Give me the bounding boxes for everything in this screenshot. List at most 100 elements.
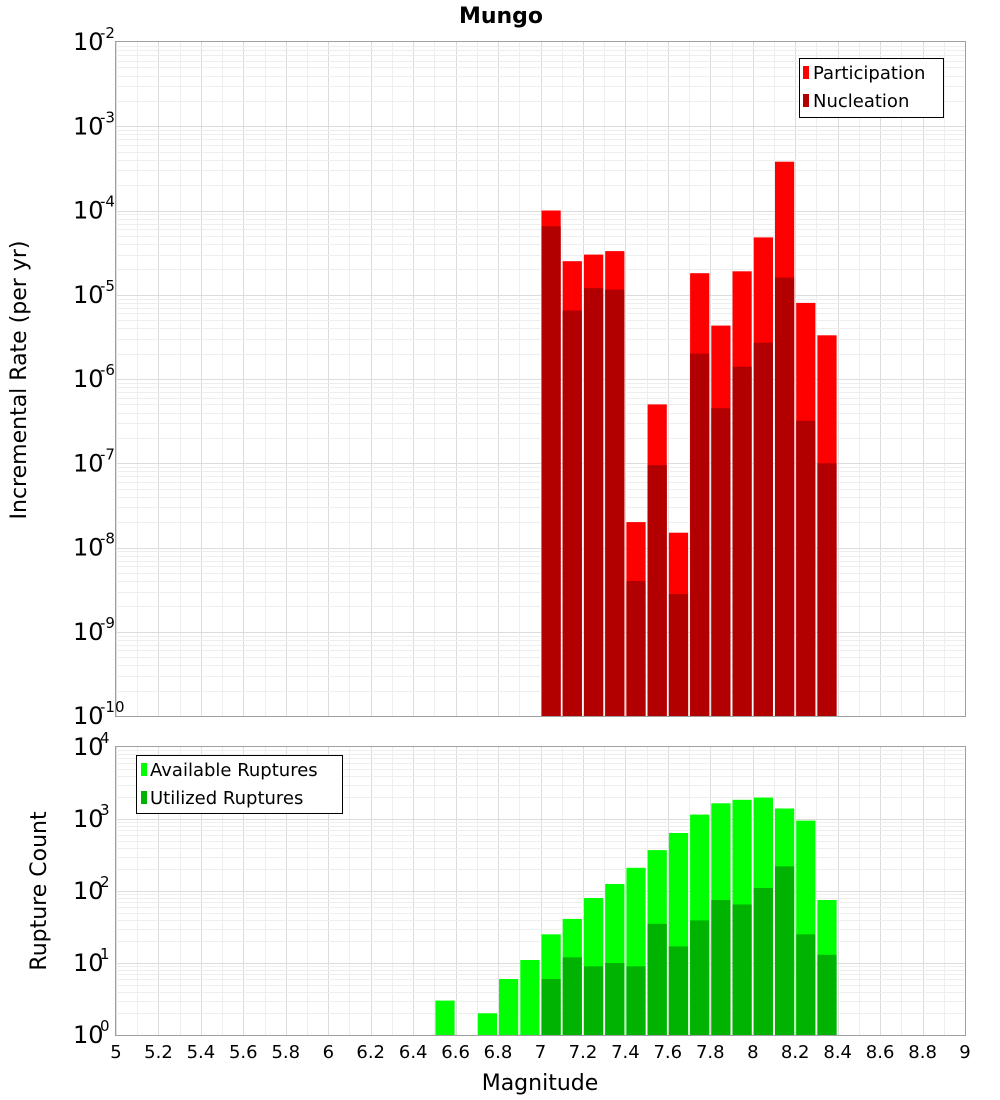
top-y-tick-exponent: -6 [100,361,115,379]
top-bar-nucleation [668,594,689,716]
x-tick-labels: 5 5.2 5.4 5.6 5.8 6 6.2 6.4 6.6 6.8 7 7.2 7.4 7.6 7.8 8… [110,1042,970,1063]
top-y-tick-label: 10 [73,197,104,225]
x-tick-label: 5.4 [187,1042,216,1063]
top-y-tick-label: 10 [73,534,104,562]
bottom-bar-available-ruptures [499,979,519,1035]
x-tick-label: 9 [959,1042,970,1063]
bottom-bar-available-ruptures [477,1013,497,1035]
bottom-bar-utilized-ruptures [690,920,710,1035]
x-tick-label: 7.2 [569,1042,598,1063]
top-bar-nucleation [690,353,710,716]
bottom-legend: Available Ruptures Utilized Ruptures [136,755,343,814]
legend-swatch-nucleation [803,94,809,107]
x-tick-label: 6.2 [356,1042,385,1063]
bottom-bar-utilized-ruptures [584,966,604,1035]
bottom-y-tick-exponent: 0 [100,1017,110,1035]
legend-swatch-available [141,763,147,776]
x-tick-label: 5.6 [229,1042,258,1063]
top-y-tick-exponent: -9 [100,614,115,632]
bottom-bar-utilized-ruptures [562,957,582,1035]
bottom-legend-box [136,755,343,814]
x-tick-label: 7.8 [696,1042,725,1063]
x-tick-label: 7 [535,1042,546,1063]
bottom-plot-frame [115,746,966,1036]
x-tick-label: 8.4 [823,1042,852,1063]
bottom-bar-utilized-ruptures [796,934,816,1035]
x-tick-label: 7.6 [653,1042,682,1063]
bottom-bar-utilized-ruptures [668,946,689,1035]
x-tick-label: 5 [110,1042,121,1063]
top-bar-nucleation [605,289,625,716]
top-bar-nucleation [796,420,816,716]
top-y-tick-exponent: -7 [100,445,115,463]
top-bar-nucleation [562,310,582,716]
x-axis-label: Magnitude [482,1071,599,1096]
x-tick-label: 6.6 [441,1042,470,1063]
bottom-y-tick-exponent: 1 [100,945,110,963]
top-y-tick-label: 10 [73,281,104,309]
legend-swatch-utilized [141,791,147,804]
legend-label-utilized: Utilized Ruptures [150,788,303,809]
top-y-tick-exponent: -2 [100,24,115,42]
top-bar-nucleation [711,408,731,716]
top-y-axis-label: Incremental Rate (per yr) [7,241,32,520]
x-tick-label: 8 [747,1042,758,1063]
top-bar-nucleation [647,465,667,716]
bottom-bar-utilized-ruptures [753,888,773,1035]
bottom-y-tick-label: 10 [73,877,104,905]
top-bar-nucleation [584,288,604,716]
top-y-tick-label: 10 [73,618,104,646]
x-tick-label: 6.4 [399,1042,428,1063]
top-legend: Participation Nucleation [799,58,944,118]
top-plot-frame [115,41,966,717]
legend-label-nucleation: Nucleation [813,91,909,112]
bottom-y-tick-label: 10 [73,733,104,761]
bottom-y-tick-exponent: 2 [100,873,110,891]
bottom-bar-available-ruptures [435,1000,455,1035]
chart-title: Mungo [459,4,543,29]
top-bars [541,161,837,717]
top-bar-nucleation [626,581,646,716]
bottom-y-axis-label: Rupture Count [27,811,52,971]
top-bar-nucleation [732,366,752,716]
top-bar-nucleation [541,226,561,717]
legend-label-participation: Participation [813,63,925,84]
legend-swatch-participation [803,66,809,79]
bottom-y-tick-label: 10 [73,805,104,833]
x-tick-label: 8.6 [866,1042,895,1063]
top-y-tick-label: 10 [73,449,104,477]
top-y-tick-exponent: -10 [100,698,125,716]
bottom-bar-utilized-ruptures [711,900,731,1035]
bottom-bar-utilized-ruptures [817,954,837,1035]
bottom-bars [435,797,837,1035]
top-y-tick-exponent: -3 [100,108,115,126]
top-y-tick-label: 10 [73,28,104,56]
top-bar-nucleation [817,463,837,717]
x-tick-label: 6 [323,1042,334,1063]
bottom-bar-available-ruptures [520,960,540,1035]
top-y-tick-label: 10 [73,112,104,140]
bottom-y-tick-label: 10 [73,949,104,977]
bottom-bar-utilized-ruptures [775,866,795,1035]
x-tick-label: 5.8 [271,1042,300,1063]
top-y-tick-exponent: -5 [100,277,115,295]
bottom-bar-utilized-ruptures [732,904,752,1035]
top-y-tick-label: 10 [73,365,104,393]
top-legend-box [799,58,944,118]
bottom-bar-utilized-ruptures [541,979,561,1035]
top-y-tick-label: 10 [73,702,104,730]
bottom-bar-utilized-ruptures [605,963,625,1035]
x-tick-label: 6.8 [484,1042,513,1063]
x-tick-label: 5.2 [144,1042,173,1063]
top-y-tick-exponent: -8 [100,530,115,548]
legend-label-available: Available Ruptures [150,760,318,781]
bottom-y-tick-label: 10 [73,1021,104,1049]
x-tick-label: 8.2 [781,1042,810,1063]
top-grid [116,42,966,717]
top-bar-nucleation [775,277,795,716]
bottom-y-tick-exponent: 4 [100,729,110,747]
